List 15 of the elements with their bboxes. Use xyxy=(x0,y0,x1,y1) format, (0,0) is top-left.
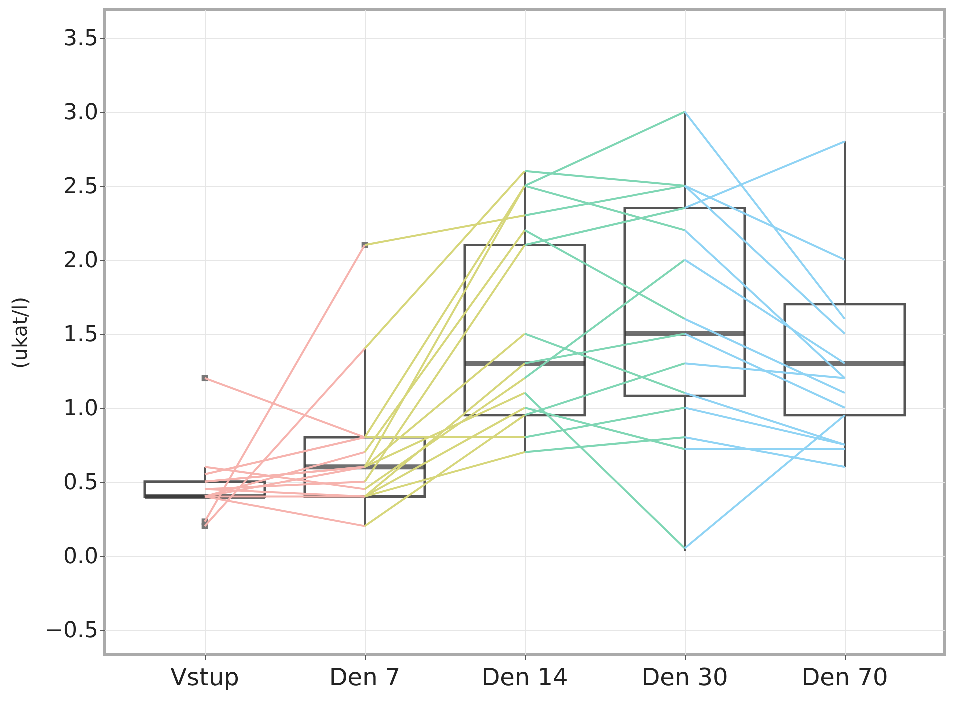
y-tick-label: 2.0 xyxy=(64,248,98,274)
y-tick-label: 2.5 xyxy=(64,174,98,200)
y-tick-label: 0.5 xyxy=(64,470,98,496)
x-tick-label: Den 14 xyxy=(482,664,568,692)
y-tick-label: 3.5 xyxy=(64,26,98,52)
x-tick-label: Den 30 xyxy=(642,664,728,692)
y-tick-label: 1.0 xyxy=(64,396,98,422)
x-tick-label: Den 70 xyxy=(802,664,888,692)
y-axis-title: (ukat/l) xyxy=(8,297,32,369)
y-tick-label: −0.5 xyxy=(45,618,98,644)
y-tick-label: 1.5 xyxy=(64,322,98,348)
x-tick-label: Vstup xyxy=(170,664,240,692)
y-tick-label: 3.0 xyxy=(64,100,98,126)
x-tick-label: Den 7 xyxy=(329,664,401,692)
y-tick-label: 0.0 xyxy=(64,544,98,570)
